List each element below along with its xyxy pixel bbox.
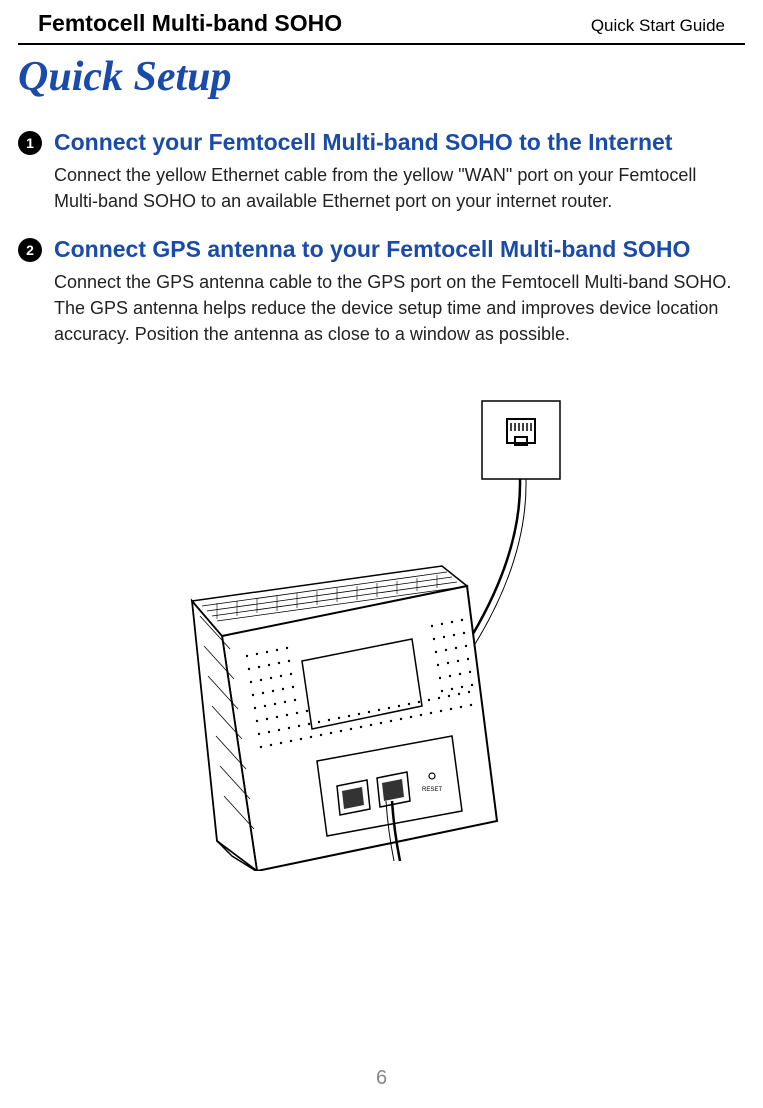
device-diagram: RESET [82, 391, 682, 871]
device-illustration-svg: RESET [82, 391, 682, 871]
step-2: 2 Connect GPS antenna to your Femtocell … [0, 228, 763, 361]
step-1-body: Connect the yellow Ethernet cable from t… [54, 162, 745, 214]
main-title: Quick Setup [0, 45, 763, 121]
guide-label: Quick Start Guide [591, 16, 725, 36]
step-1-header: 1 Connect your Femtocell Multi-band SOHO… [18, 129, 745, 156]
step-1: 1 Connect your Femtocell Multi-band SOHO… [0, 121, 763, 228]
step-1-title: Connect your Femtocell Multi-band SOHO t… [54, 129, 672, 156]
step-2-body: Connect the GPS antenna cable to the GPS… [54, 269, 745, 347]
page-number: 6 [376, 1067, 387, 1090]
step-2-title: Connect GPS antenna to your Femtocell Mu… [54, 236, 690, 263]
step-1-bullet: 1 [18, 131, 42, 155]
step-2-bullet: 2 [18, 238, 42, 262]
page-header: Femtocell Multi-band SOHO Quick Start Gu… [18, 0, 745, 45]
product-name: Femtocell Multi-band SOHO [38, 10, 342, 37]
svg-text:RESET: RESET [422, 787, 442, 793]
step-2-header: 2 Connect GPS antenna to your Femtocell … [18, 236, 745, 263]
